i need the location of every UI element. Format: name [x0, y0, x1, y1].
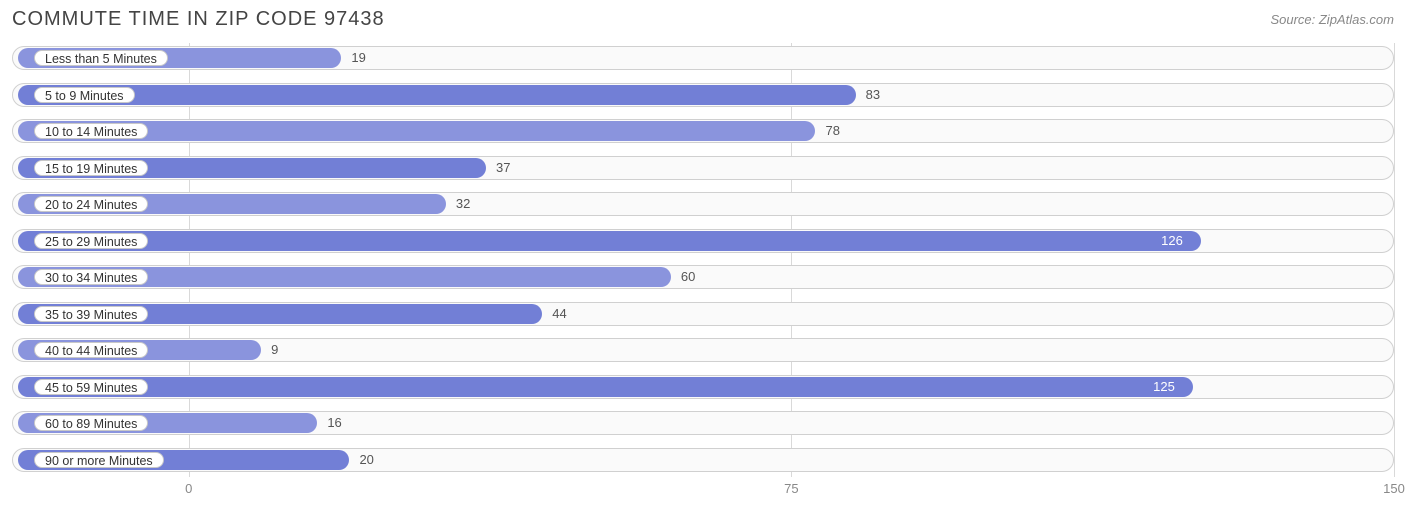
chart-header: COMMUTE TIME IN ZIP CODE 97438 Source: Z…: [12, 8, 1394, 31]
bar-row: 15 to 19 Minutes 37: [12, 153, 1394, 183]
bar-value-label: 19: [351, 50, 365, 66]
bar-value-label: 20: [359, 452, 373, 468]
source-prefix: Source:: [1270, 12, 1318, 27]
bar-row: 25 to 29 Minutes 126: [12, 226, 1394, 256]
bar-value-label: 16: [327, 415, 341, 431]
chart-title: COMMUTE TIME IN ZIP CODE 97438: [12, 8, 385, 31]
bar-row: 5 to 9 Minutes 83: [12, 80, 1394, 110]
bar-category-label: 25 to 29 Minutes: [34, 233, 148, 249]
bar-row: 90 or more Minutes 20: [12, 445, 1394, 475]
bar-row: 35 to 39 Minutes 44: [12, 299, 1394, 329]
x-axis-tick-label: 150: [1383, 481, 1405, 496]
chart-area: Less than 5 Minutes 19 5 to 9 Minutes 83 10 …: [12, 43, 1394, 483]
bar-fill: [18, 377, 1193, 397]
bar-value-label: 83: [866, 87, 880, 103]
bar-value-label: 125: [1153, 379, 1175, 395]
bar-row: Less than 5 Minutes 19: [12, 43, 1394, 73]
bar-value-label: 60: [681, 269, 695, 285]
bar-category-label: 40 to 44 Minutes: [34, 342, 148, 358]
bar-value-label: 78: [825, 123, 839, 139]
x-axis-tick-label: 0: [185, 481, 192, 496]
bar-value-label: 32: [456, 196, 470, 212]
x-axis-tick-label: 75: [784, 481, 798, 496]
bar-category-label: 10 to 14 Minutes: [34, 123, 148, 139]
bar-category-label: Less than 5 Minutes: [34, 50, 168, 66]
bar-category-label: 45 to 59 Minutes: [34, 379, 148, 395]
chart-plot: Less than 5 Minutes 19 5 to 9 Minutes 83 10 …: [12, 43, 1394, 483]
bar-category-label: 35 to 39 Minutes: [34, 306, 148, 322]
bar-category-label: 60 to 89 Minutes: [34, 415, 148, 431]
bar-value-label: 9: [271, 342, 278, 358]
bar-row: 45 to 59 Minutes 125: [12, 372, 1394, 402]
bar-value-label: 37: [496, 160, 510, 176]
chart-container: COMMUTE TIME IN ZIP CODE 97438 Source: Z…: [0, 0, 1406, 523]
bar-value-label: 126: [1161, 233, 1183, 249]
gridline: [1394, 43, 1395, 477]
bar-fill: [18, 231, 1201, 251]
bar-fill: [18, 85, 856, 105]
bars: Less than 5 Minutes 19 5 to 9 Minutes 83 10 …: [12, 43, 1394, 481]
bar-category-label: 90 or more Minutes: [34, 452, 164, 468]
bar-value-label: 44: [552, 306, 566, 322]
bar-row: 60 to 89 Minutes 16: [12, 408, 1394, 438]
chart-source: Source: ZipAtlas.com: [1270, 12, 1394, 27]
bar-category-label: 20 to 24 Minutes: [34, 196, 148, 212]
bar-category-label: 15 to 19 Minutes: [34, 160, 148, 176]
bar-row: 10 to 14 Minutes 78: [12, 116, 1394, 146]
bar-row: 20 to 24 Minutes 32: [12, 189, 1394, 219]
source-name: ZipAtlas.com: [1319, 12, 1394, 27]
bar-category-label: 30 to 34 Minutes: [34, 269, 148, 285]
bar-row: 30 to 34 Minutes 60: [12, 262, 1394, 292]
bar-row: 40 to 44 Minutes 9: [12, 335, 1394, 365]
bar-category-label: 5 to 9 Minutes: [34, 87, 135, 103]
x-axis: 075150: [12, 481, 1394, 501]
